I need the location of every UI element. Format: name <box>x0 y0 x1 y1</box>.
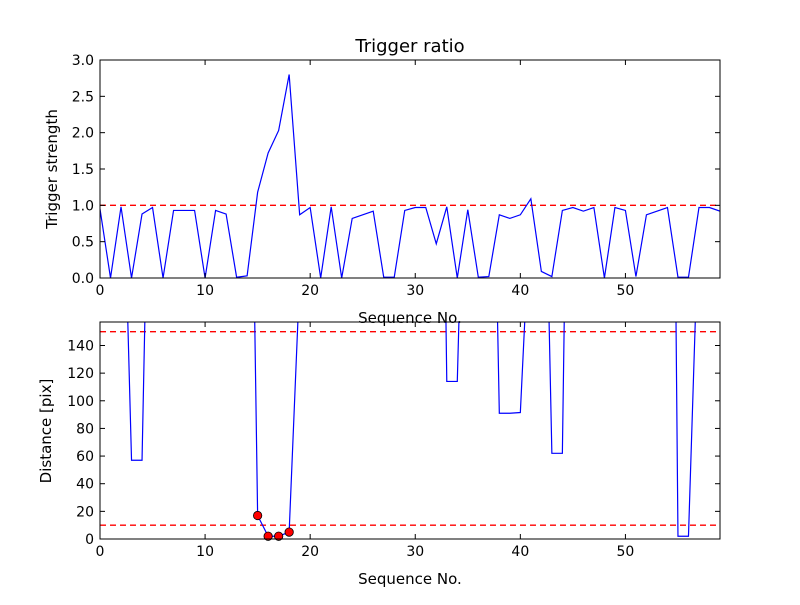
x-tick-label: 50 <box>617 283 635 299</box>
x-axis-label: Sequence No. <box>358 570 462 588</box>
x-tick-label: 40 <box>511 544 529 560</box>
data-point-marker <box>253 510 263 521</box>
data-point-marker <box>274 531 284 541</box>
y-tick-label: 2.0 <box>72 126 94 142</box>
trigger-ratio-panel: Trigger ratio Sequence No. Trigger stren… <box>43 36 721 327</box>
x-tick-label: 40 <box>511 283 529 299</box>
series-line <box>127 322 696 537</box>
y-axis-label: Trigger strength <box>43 109 61 230</box>
y-tick-label: 0.0 <box>72 271 94 287</box>
x-tick-label: 50 <box>617 544 635 560</box>
y-tick-label: 20 <box>76 504 94 520</box>
data-point-marker <box>263 531 273 541</box>
y-tick-label: 1.0 <box>72 198 94 214</box>
x-tick-label: 0 <box>96 544 105 560</box>
chart-title: Trigger ratio <box>354 36 464 57</box>
series-line <box>100 74 720 278</box>
y-tick-label: 2.5 <box>72 89 94 105</box>
y-axis-label: Distance [pix] <box>37 379 55 484</box>
y-tick-label: 120 <box>67 366 94 382</box>
distance-panel: Sequence No. Distance [pix] 0 10 20 30 40 50 0… <box>37 321 721 588</box>
x-tick-label: 20 <box>301 283 319 299</box>
y-tick-label: 0.5 <box>72 235 94 251</box>
x-tick-label: 0 <box>96 283 105 299</box>
data-point-marker <box>284 527 294 537</box>
y-tick-label: 80 <box>76 421 94 437</box>
y-tick-label: 3.0 <box>72 53 94 69</box>
x-tick-label: 30 <box>406 283 424 299</box>
x-tick-label: 10 <box>196 283 214 299</box>
y-tick-label: 100 <box>67 394 94 410</box>
y-tick-label: 40 <box>76 477 94 493</box>
x-tick-label: 10 <box>196 544 214 560</box>
x-tick-label: 30 <box>406 544 424 560</box>
y-tick-label: 0 <box>85 532 94 548</box>
y-tick-label: 140 <box>67 338 94 354</box>
x-tick-label: 20 <box>301 544 319 560</box>
y-tick-label: 1.5 <box>72 162 94 178</box>
y-tick-label: 60 <box>76 449 94 465</box>
plot-frame <box>99 321 721 540</box>
